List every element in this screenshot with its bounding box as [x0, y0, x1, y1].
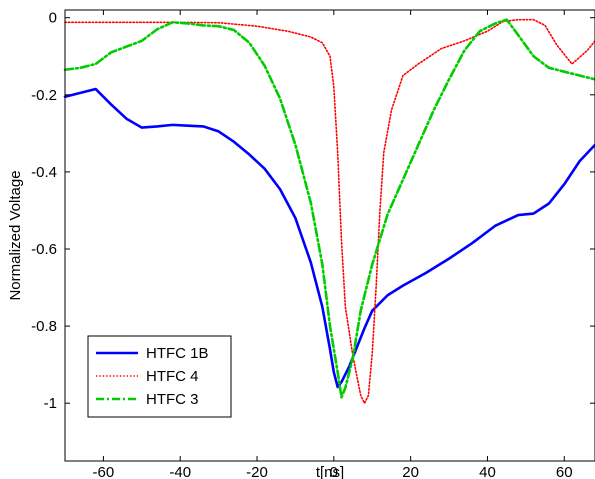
series-line-2	[64, 18, 595, 404]
y-tick-label: -0.8	[31, 318, 57, 335]
legend: HTFC 1B HTFC 4 HTFC 3	[87, 335, 232, 418]
legend-box	[87, 335, 232, 418]
y-axis-label: Normalized Voltage	[7, 170, 24, 300]
x-tick-label: -20	[246, 464, 268, 479]
legend-label-2: HTFC 4	[146, 368, 199, 385]
legend-label-1: HTFC 1B	[146, 345, 209, 362]
x-tick-label: -60	[93, 464, 115, 479]
x-tick-label: 0	[330, 464, 338, 479]
x-tick-label: 20	[402, 464, 419, 479]
y-tick-label: -1	[44, 395, 57, 412]
x-tick-label: -40	[169, 464, 191, 479]
series-line-3	[63, 18, 595, 399]
y-tick-label: 0	[49, 10, 57, 27]
x-axis-label: t[ns]	[316, 464, 344, 479]
y-tick-label: -0.4	[31, 164, 57, 181]
series-line-1	[63, 87, 595, 389]
axes-frame	[64, 9, 595, 462]
legend-label-3: HTFC 3	[146, 391, 199, 408]
x-tick-label: 60	[556, 464, 573, 479]
y-tick-label: -0.2	[31, 87, 57, 104]
y-tick-label: -0.6	[31, 241, 57, 258]
x-tick-label: 40	[479, 464, 496, 479]
